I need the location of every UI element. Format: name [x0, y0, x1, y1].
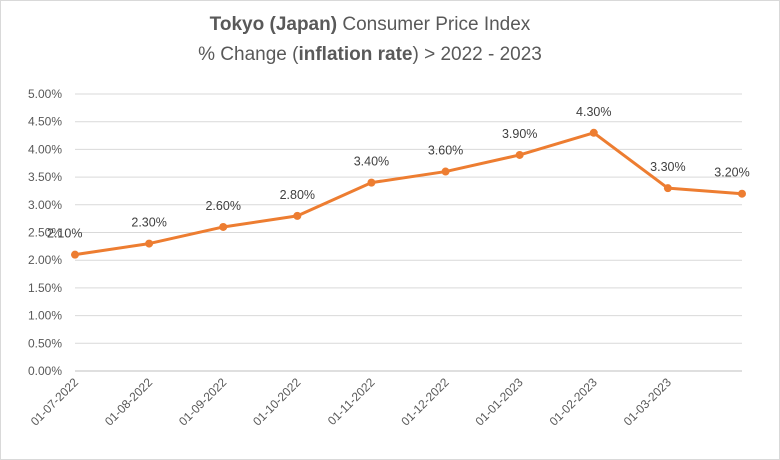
data-point	[441, 167, 450, 176]
data-label: 3.40%	[354, 155, 389, 169]
data-point	[145, 239, 154, 248]
data-point	[219, 222, 228, 231]
series-line	[73, 131, 744, 257]
y-tick-label: 0.50%	[28, 336, 62, 350]
x-tick-label: 01-12-2022	[398, 375, 452, 429]
title-line-1-bold: Tokyo (Japan)	[209, 14, 338, 35]
data-label: 2.80%	[280, 188, 315, 202]
title-line-2-post: ) > 2022 - 2023	[412, 44, 542, 65]
x-tick-label: 01-02-2023	[547, 375, 601, 429]
y-tick-label: 4.50%	[28, 115, 62, 129]
data-point	[589, 128, 598, 137]
y-tick-label: 1.00%	[28, 309, 62, 323]
chart-title: Tokyo (Japan) Consumer Price Index % Cha…	[0, 10, 740, 70]
y-tick-label: 3.00%	[28, 198, 62, 212]
y-tick-label: 2.00%	[28, 253, 62, 267]
x-tick-label: 01-10-2022	[250, 375, 304, 429]
data-label: 3.30%	[650, 160, 685, 174]
data-label: 4.30%	[576, 105, 611, 119]
title-line-2-bold: inflation rate	[298, 44, 413, 65]
data-point	[663, 184, 672, 193]
data-label: 2.30%	[131, 216, 166, 230]
data-point	[515, 150, 524, 159]
y-tick-label: 1.50%	[28, 281, 62, 295]
data-point	[71, 250, 79, 259]
y-tick-label: 3.50%	[28, 170, 62, 184]
data-label: 2.10%	[47, 227, 82, 241]
data-label: 3.90%	[502, 127, 537, 141]
data-point	[738, 189, 746, 198]
y-tick-label: 0.00%	[28, 364, 62, 378]
y-tick-label: 4.00%	[28, 142, 62, 156]
x-tick-label: 01-08-2022	[102, 375, 156, 429]
x-tick-label: 01-11-2022	[325, 375, 378, 428]
title-line-2: % Change (inflation rate) > 2022 - 2023	[0, 40, 740, 70]
y-tick-label: 2.50%	[28, 226, 62, 240]
x-tick-label: 01-07-2022	[28, 375, 82, 429]
y-tick-label: 5.00%	[28, 87, 62, 101]
data-label: 2.60%	[205, 199, 240, 213]
data-label: 3.20%	[714, 166, 749, 180]
x-tick-label: 01-01-2023	[472, 375, 526, 429]
x-tick-label: 01-03-2023	[621, 375, 675, 429]
title-line-1-rest: Consumer Price Index	[337, 14, 531, 35]
title-line-1: Tokyo (Japan) Consumer Price Index	[0, 10, 740, 40]
data-point	[367, 178, 376, 187]
x-tick-label: 01-09-2022	[176, 375, 230, 429]
title-line-2-pre: % Change (	[198, 44, 299, 65]
data-point	[293, 211, 302, 220]
data-label: 3.60%	[428, 144, 463, 158]
